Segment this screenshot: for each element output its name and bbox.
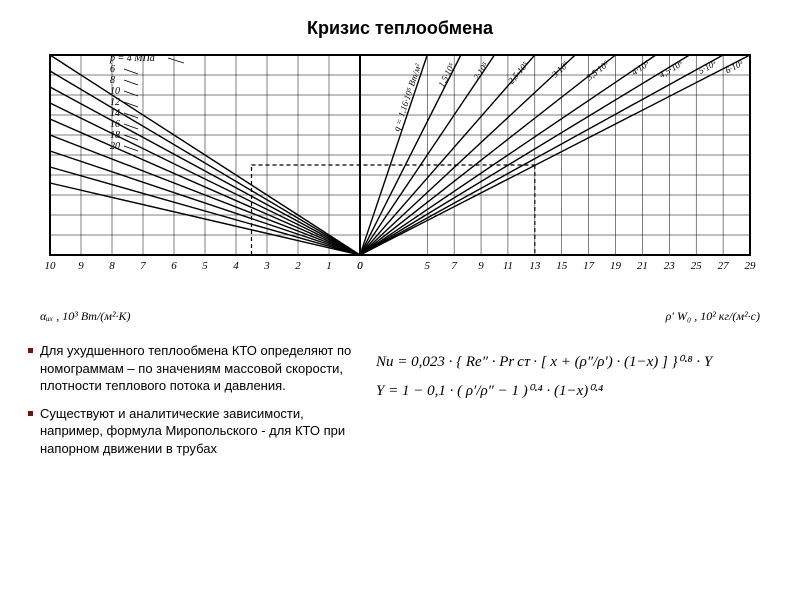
svg-text:8: 8: [109, 260, 115, 272]
svg-text:25: 25: [691, 260, 703, 272]
svg-text:9: 9: [78, 260, 84, 272]
svg-text:q = 1,16·10⁵ Вт/м²: q = 1,16·10⁵ Вт/м²: [391, 62, 423, 132]
svg-text:11: 11: [503, 260, 513, 272]
svg-text:6: 6: [110, 64, 115, 75]
svg-text:20: 20: [110, 141, 120, 152]
svg-text:9: 9: [478, 260, 484, 272]
svg-text:2: 2: [295, 260, 301, 272]
x-axis-left-label: αᵤₓ , 10³ Вт/(м²·К): [40, 309, 131, 324]
svg-text:16: 16: [110, 119, 120, 130]
svg-text:14: 14: [110, 108, 120, 119]
svg-text:p = 4 МПа: p = 4 МПа: [109, 53, 155, 64]
svg-text:10: 10: [110, 86, 120, 97]
axis-labels-row: αᵤₓ , 10³ Вт/(м²·К) ρ′ W₀ , 10² кг/(м²·с…: [40, 309, 760, 324]
svg-text:2·10⁵: 2·10⁵: [471, 61, 490, 82]
svg-text:8: 8: [110, 75, 115, 86]
svg-text:7: 7: [140, 260, 146, 272]
svg-text:12: 12: [110, 97, 120, 108]
svg-text:29: 29: [745, 260, 757, 272]
nomogram-chart: 109876543210p = 4 МПа6810121416182005791…: [40, 47, 760, 307]
svg-text:23: 23: [664, 260, 676, 272]
svg-text:5: 5: [202, 260, 208, 272]
svg-text:13: 13: [529, 260, 541, 272]
svg-text:19: 19: [610, 260, 622, 272]
svg-text:5: 5: [424, 260, 430, 272]
svg-text:3: 3: [263, 260, 270, 272]
svg-text:17: 17: [583, 260, 595, 272]
formula-nu: Nu = 0,023 · { Re″ · Pr cᴛ · [ x + (ρ″/ρ…: [376, 348, 772, 377]
description-bullets: Для ухудшенного теплообмена КТО определя…: [28, 342, 358, 467]
svg-text:10: 10: [45, 260, 57, 272]
svg-text:7: 7: [451, 260, 457, 272]
bullet-item: Для ухудшенного теплообмена КТО определя…: [28, 342, 358, 395]
svg-text:3,5·10⁵: 3,5·10⁵: [584, 59, 611, 83]
svg-text:27: 27: [718, 260, 730, 272]
bullet-item: Существуют и аналитические зависимости, …: [28, 405, 358, 458]
svg-text:2,5·10⁵: 2,5·10⁵: [506, 60, 530, 86]
svg-text:4,5·10⁵: 4,5·10⁵: [657, 58, 684, 80]
svg-text:18: 18: [110, 130, 120, 141]
svg-text:15: 15: [556, 260, 568, 272]
x-axis-right-label: ρ′ W₀ , 10² кг/(м²·с): [666, 309, 760, 324]
svg-text:1: 1: [326, 260, 332, 272]
svg-text:6·10⁵: 6·10⁵: [724, 58, 745, 76]
formulas-block: Nu = 0,023 · { Re″ · Pr cᴛ · [ x + (ρ″/ρ…: [376, 342, 772, 467]
svg-text:21: 21: [637, 260, 648, 272]
svg-text:6: 6: [171, 260, 177, 272]
page-title: Кризис теплообмена: [28, 18, 772, 39]
formula-y: Y = 1 − 0,1 · ( ρ′/ρ″ − 1 )⁰·⁴ · (1−x)⁰·…: [376, 377, 772, 406]
svg-text:4: 4: [233, 260, 239, 272]
svg-text:0: 0: [357, 260, 363, 272]
